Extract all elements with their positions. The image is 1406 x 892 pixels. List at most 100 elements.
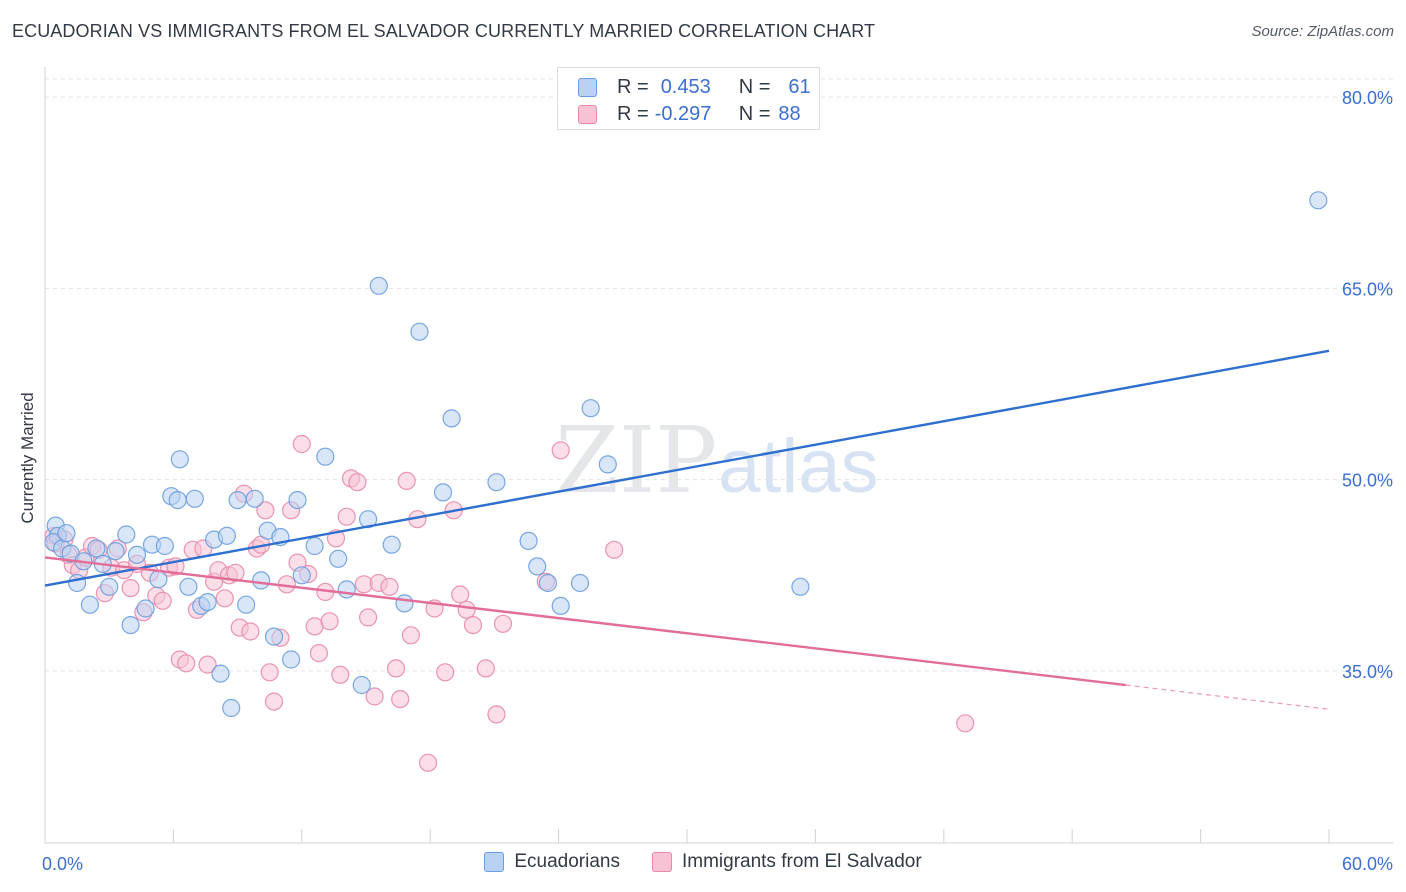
data-point (215, 589, 234, 608)
axes (44, 67, 1393, 844)
data-point (256, 501, 275, 520)
y-tick-label: 80.0% (1342, 88, 1393, 108)
data-point (391, 689, 410, 709)
data-point (476, 659, 495, 678)
data-point (442, 409, 461, 428)
data-point (1309, 191, 1328, 210)
data-point (329, 549, 348, 568)
data-point (155, 536, 174, 556)
data-point (309, 643, 328, 663)
data-point (395, 594, 414, 613)
data-point (121, 615, 140, 635)
data-point (365, 687, 384, 706)
data-point (352, 675, 371, 695)
data-points (44, 191, 1328, 772)
legend-swatch-el-salvador (651, 852, 672, 872)
data-point (237, 595, 256, 614)
data-point (570, 573, 590, 593)
data-point (149, 570, 168, 589)
n-value: 88 (778, 102, 801, 125)
data-point (598, 455, 617, 474)
x-tick-label: 60.0% (1342, 854, 1393, 874)
n-label: N = (738, 102, 771, 125)
data-point (316, 447, 335, 466)
legend-item-el-salvador: Immigrants from El Salvador (651, 851, 922, 873)
tick-labels: 80.0% 65.0% 50.0% 35.0% 0.0% 60.0% (42, 88, 1393, 874)
data-point (382, 535, 401, 554)
trend-line (44, 556, 1126, 687)
r-value: -0.297 (654, 102, 712, 125)
data-point (222, 698, 241, 718)
data-point (487, 705, 506, 724)
y-tick-label: 50.0% (1342, 471, 1393, 491)
data-point (168, 491, 187, 510)
data-point (153, 591, 172, 610)
data-point (331, 665, 350, 684)
data-point (292, 566, 311, 585)
stats-row-ecuadorians: R = 0.453 N = 61 (578, 74, 811, 100)
data-point (252, 571, 271, 590)
data-point (211, 664, 230, 683)
data-point (386, 659, 406, 678)
data-point (528, 557, 547, 576)
trend-line-extension (1125, 684, 1330, 710)
data-point (198, 592, 217, 612)
data-point (457, 600, 476, 619)
y-tick-label: 65.0% (1342, 279, 1393, 299)
watermark-zip: ZIP (555, 407, 717, 514)
data-point (305, 536, 324, 556)
data-point (551, 596, 570, 616)
data-point (369, 276, 388, 295)
data-point (487, 473, 506, 492)
data-point (551, 441, 570, 460)
data-point (80, 595, 100, 614)
n-value: 61 (788, 75, 811, 98)
data-point (359, 608, 378, 627)
trend-lines (44, 349, 1330, 710)
data-point (170, 450, 189, 469)
data-point (451, 585, 470, 604)
data-point (185, 489, 204, 508)
data-point (538, 573, 558, 593)
data-point (436, 663, 455, 682)
data-point (177, 654, 196, 673)
data-point (67, 573, 87, 593)
data-point (410, 322, 429, 341)
data-point (57, 524, 76, 543)
trend-line (44, 349, 1330, 587)
data-point (226, 563, 245, 582)
data-point (264, 627, 284, 646)
data-point (292, 434, 311, 454)
data-point (260, 663, 279, 682)
data-point (288, 491, 307, 510)
y-axis-label: Currently Married (18, 392, 37, 523)
data-point (127, 545, 147, 565)
data-point (117, 525, 136, 544)
data-point (463, 615, 483, 635)
data-point (791, 577, 810, 596)
data-point (282, 650, 301, 669)
legend-item-ecuadorians: Ecuadorians (484, 851, 620, 873)
data-point (397, 471, 416, 490)
data-point (337, 507, 356, 526)
stats-legend: R = 0.453 N = 61 R = -0.297 N = 88 (557, 67, 820, 130)
data-point (337, 580, 356, 599)
legend-label-ecuadorians: Ecuadorians (514, 851, 620, 872)
data-point (519, 531, 538, 551)
r-label: R = (617, 75, 649, 98)
data-point (359, 510, 378, 529)
data-point (245, 489, 264, 508)
legend-swatch-ecuadorians (484, 852, 505, 872)
swatch-ecuadorians (578, 77, 597, 97)
data-point (401, 626, 420, 645)
n-label: N = (738, 75, 771, 98)
data-point (419, 753, 438, 772)
data-point (380, 577, 399, 596)
chart-source: Source: ZipAtlas.com (1251, 23, 1394, 40)
r-value: 0.453 (660, 75, 711, 98)
data-point (87, 539, 106, 558)
x-tick-label: 0.0% (42, 854, 83, 874)
data-point (605, 540, 624, 559)
data-point (956, 714, 975, 733)
